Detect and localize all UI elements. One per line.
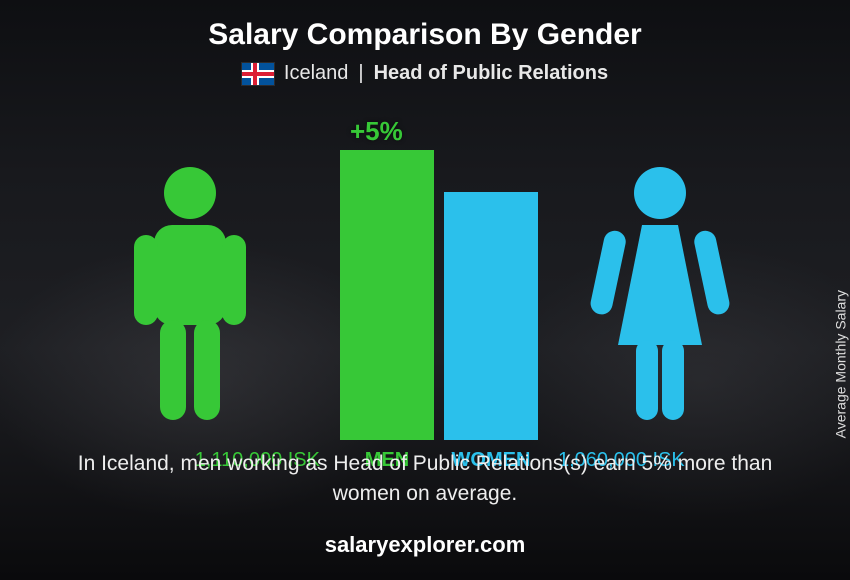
y-axis-label: Average Monthly Salary	[832, 290, 848, 438]
female-person-icon	[590, 165, 730, 425]
page-title: Salary Comparison By Gender	[0, 18, 850, 52]
subtitle-country: Iceland	[284, 62, 349, 85]
source-footer: salaryexplorer.com	[0, 532, 850, 558]
male-person-icon	[120, 165, 260, 425]
summary-text: In Iceland, men working as Head of Publi…	[60, 449, 790, 508]
bar-men: 1,110,000 ISK MEN	[340, 150, 434, 440]
iceland-flag-icon	[242, 63, 274, 85]
gender-bar-chart: +5% 1,110,000 ISK MEN WOMEN 1,060,000 I	[60, 100, 790, 440]
subtitle-separator: |	[358, 62, 363, 85]
subtitle-role: Head of Public Relations	[374, 62, 608, 85]
difference-badge: +5%	[350, 116, 403, 147]
infographic-container: Salary Comparison By Gender Iceland | He…	[0, 0, 850, 580]
bar-women: WOMEN 1,060,000 ISK	[444, 192, 538, 440]
subtitle-row: Iceland | Head of Public Relations	[0, 62, 850, 85]
